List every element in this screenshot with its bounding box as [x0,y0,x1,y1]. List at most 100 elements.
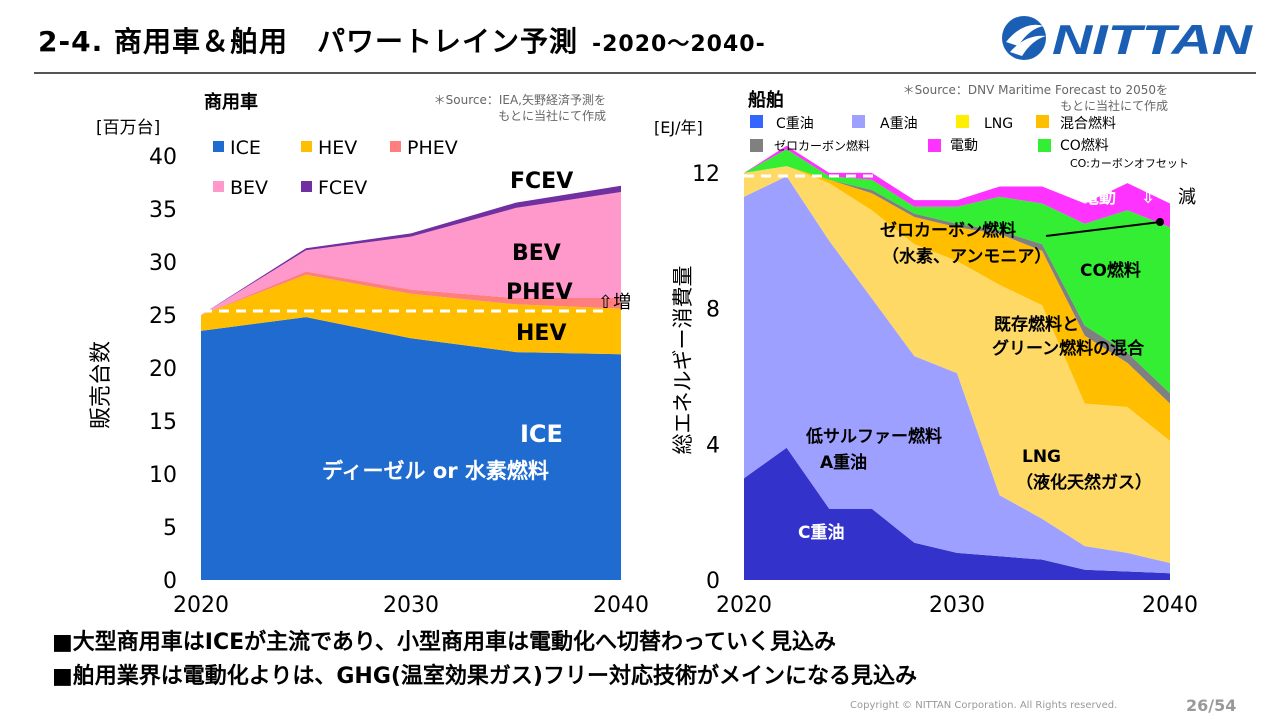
legend-label-bev: BEV [230,177,268,199]
left-y-tick-label: 20 [149,357,177,382]
right-decrease-note: 減 [1178,187,1196,208]
right-area-label-mixed-2: グリーン燃料の混合 [992,338,1145,359]
right-area-label-zero-1: ゼロカーボン燃料 [880,220,1016,241]
right-y-tick-label: 0 [706,569,720,594]
right-area-label-lsfo-2: A重油 [820,452,867,473]
left-legend: ICE HEV PHEV BEV FCEV [213,137,458,199]
left-y-tick-label: 5 [163,516,177,541]
right-area-7 [744,145,1170,228]
left-chart: 商用車 ＊Source：IEA,矢野経済予測を もとに当社にて作成 [百万台] … [89,91,649,618]
right-area-1 [744,447,1170,580]
left-source-line1: ＊Source：IEA,矢野経済予測を [434,92,606,107]
right-area-2 [744,176,1170,574]
copyright: Copyright © NITTAN Corporation. All Righ… [850,700,1118,711]
left-unit-label: [百万台] [96,118,160,138]
right-chart: 船舶 ＊Source：DNV Maritime Forecast to 2050… [654,83,1198,618]
right-x-tick-label: 2040 [1142,593,1198,618]
legend-note-co: CO:カーボンオフセット [1070,157,1189,170]
legend-swatch-hfo [750,115,763,128]
right-y-tick-label: 4 [706,433,720,458]
right-down-arrow: ⇩ [1141,188,1155,208]
legend-label-hfo: C重油 [776,116,814,132]
bullet-marine: ■舶用業界は電動化よりは、GHG(温室効果ガス)フリー対応技術がメインになる見込… [52,664,917,689]
right-area-label-co: CO燃料 [1080,260,1141,281]
bullet-commercial-vehicles: ■大型商用車はICEが主流であり、小型商用車は電動化へ切替わっていく見込み [52,630,836,655]
zero-carbon-pointer-dot [1156,218,1164,226]
left-y-tick-label: 15 [149,410,177,435]
left-area-label-phev: PHEV [506,280,573,305]
right-area-label-electric: 電動 [1082,187,1116,208]
legend-label-ice: ICE [230,137,261,159]
right-source-line1: ＊Source：DNV Maritime Forecast to 2050を [903,83,1168,97]
left-y-tick-label: 25 [149,304,177,329]
title-suffix: -2020～2040- [591,32,766,57]
left-area-label-ice: ICE [520,420,563,448]
left-y-axis-label: 販売台数 [89,341,114,429]
right-area-label-zero-2: （水素、アンモニア） [882,246,1051,267]
legend-swatch-electric [928,139,941,152]
legend-label-mgo: A重油 [880,116,918,132]
left-area-2 [201,274,621,355]
right-legend: C重油 A重油 LNG 混合燃料 ゼロカーボン燃料 電動 CO燃料 CO:カーボ… [750,115,1189,170]
left-area-3 [201,271,621,315]
legend-label-phev: PHEV [407,137,458,159]
legend-label-electric: 電動 [950,138,978,154]
left-area-label-bev: BEV [512,241,561,266]
right-x-tick-label: 2020 [716,593,772,618]
left-y-tick-label: 30 [149,251,177,276]
logo-text: NITTAN [1052,16,1254,63]
right-x-tick-label: 2030 [929,593,985,618]
right-y-tick-label: 8 [706,298,720,323]
page-title: 2-4. 商用車＆舶用 パワートレイン予測 -2020～2040- [38,20,766,60]
legend-label-fcev: FCEV [318,177,367,199]
legend-swatch-mgo [852,115,865,128]
right-area-label-lsfo-1: 低サルファー燃料 [805,426,942,447]
left-area-label-fcev: FCEV [510,169,573,194]
left-area-label-ice-sub: ディーゼル or 水素燃料 [322,459,549,483]
right-source-line2: もとに当社にて作成 [1060,98,1168,113]
nittan-logo: NITTAN [1002,16,1254,63]
legend-label-mixed: 混合燃料 [1060,115,1116,132]
left-x-tick-label: 2040 [593,593,649,618]
legend-label-lng: LNG [984,116,1013,132]
left-chart-title: 商用車 [204,91,258,113]
right-area-6 [744,149,1170,394]
zero-carbon-pointer-line [1045,221,1161,237]
legend-swatch-co [1038,139,1051,152]
legend-swatch-ice [213,141,224,152]
left-x-tick-label: 2030 [383,593,439,618]
right-chart-title: 船舶 [748,89,784,111]
left-y-tick-label: 10 [149,463,177,488]
legend-swatch-hev [301,141,312,152]
legend-swatch-lng [956,115,969,128]
left-increase-note: ⇧増 [598,292,631,313]
right-area-label-mixed-1: 既存燃料と [994,314,1079,335]
legend-swatch-bev [213,181,224,192]
left-source-line2: もとに当社にて作成 [498,108,606,123]
left-area-1 [201,317,621,580]
right-y-tick-label: 12 [692,162,720,187]
legend-label-zero: ゼロカーボン燃料 [774,138,870,153]
left-y-tick-label: 40 [149,145,177,170]
logo-globe-icon [1002,16,1046,60]
right-y-axis-label: 総エネルギー消費量 [671,266,695,455]
header-rule [34,72,1256,74]
legend-swatch-zero [750,139,763,152]
left-y-tick-label: 0 [163,569,177,594]
right-unit-label: [EJ/年] [654,118,703,137]
left-area-4 [201,192,621,315]
legend-label-co: CO燃料 [1060,137,1109,154]
title-main: 2-4. 商用車＆舶用 パワートレイン予測 [38,25,578,58]
right-area-3 [744,166,1170,563]
right-area-label-lng-1: LNG [1022,447,1061,467]
legend-label-hev: HEV [318,137,357,159]
legend-swatch-fcev [301,181,312,192]
left-x-tick-label: 2020 [173,593,229,618]
right-area-label-lng-2: （液化天然ガス） [1016,472,1152,493]
legend-swatch-phev [390,141,401,152]
right-area-label-hfo: C重油 [798,522,844,543]
page-number: 26/54 [1186,696,1237,715]
left-y-tick-label: 35 [149,198,177,223]
left-area-label-hev: HEV [516,321,566,346]
legend-swatch-mixed [1036,115,1049,128]
